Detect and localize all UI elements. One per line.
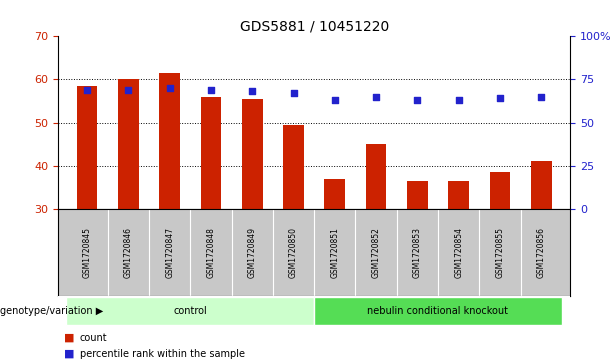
Point — [495, 95, 505, 101]
Text: percentile rank within the sample: percentile rank within the sample — [80, 349, 245, 359]
Text: ■: ■ — [64, 349, 75, 359]
Text: genotype/variation ▶: genotype/variation ▶ — [0, 306, 103, 316]
Text: GSM1720845: GSM1720845 — [83, 227, 91, 278]
Point — [165, 85, 175, 91]
Bar — [66, 297, 314, 325]
Bar — [283, 125, 304, 209]
Bar — [118, 79, 139, 209]
Point — [454, 97, 463, 103]
Text: GSM1720847: GSM1720847 — [165, 227, 174, 278]
Point — [247, 89, 257, 94]
Text: GSM1720848: GSM1720848 — [207, 227, 215, 278]
Text: GSM1720856: GSM1720856 — [537, 227, 546, 278]
Text: count: count — [80, 333, 107, 343]
Text: GSM1720846: GSM1720846 — [124, 227, 133, 278]
Bar — [448, 181, 469, 209]
Title: GDS5881 / 10451220: GDS5881 / 10451220 — [240, 20, 389, 34]
Text: GSM1720854: GSM1720854 — [454, 227, 463, 278]
Point — [123, 87, 133, 93]
Text: GSM1720852: GSM1720852 — [371, 227, 381, 278]
Bar — [366, 144, 386, 209]
Text: GSM1720855: GSM1720855 — [495, 227, 504, 278]
Bar — [159, 73, 180, 209]
Point — [536, 94, 546, 99]
Text: GSM1720849: GSM1720849 — [248, 227, 257, 278]
Point — [289, 90, 299, 96]
Bar — [324, 179, 345, 209]
Bar — [407, 181, 428, 209]
Bar — [200, 97, 221, 209]
Bar — [490, 172, 510, 209]
Point — [330, 97, 340, 103]
Point — [82, 87, 92, 93]
Bar — [77, 86, 97, 209]
Text: ■: ■ — [64, 333, 75, 343]
Point — [371, 94, 381, 99]
Text: GSM1720853: GSM1720853 — [413, 227, 422, 278]
Bar — [531, 161, 552, 209]
Text: nebulin conditional knockout: nebulin conditional knockout — [368, 306, 509, 316]
Point — [206, 87, 216, 93]
Bar — [314, 297, 562, 325]
Text: GSM1720850: GSM1720850 — [289, 227, 298, 278]
Text: GSM1720851: GSM1720851 — [330, 227, 340, 278]
Point — [413, 97, 422, 103]
Bar — [242, 99, 262, 209]
Text: control: control — [173, 306, 207, 316]
